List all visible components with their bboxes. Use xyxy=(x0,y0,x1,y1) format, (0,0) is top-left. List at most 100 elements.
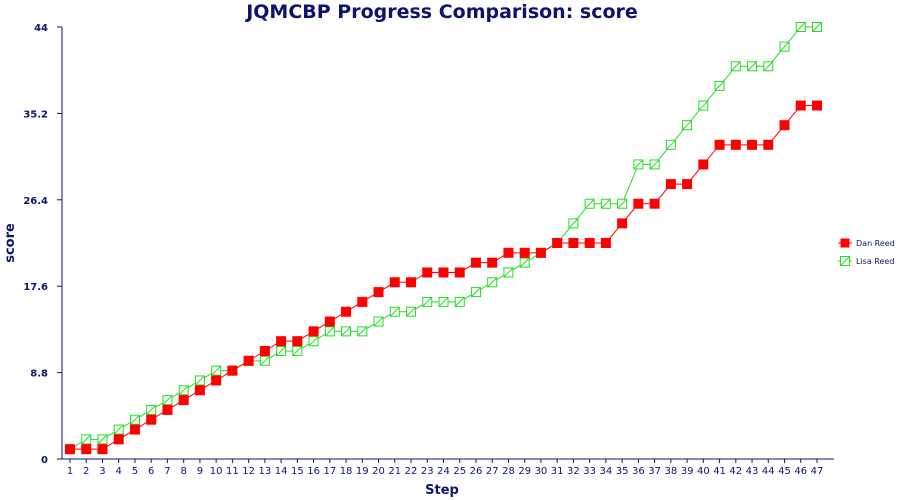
x-tick-label: 20 xyxy=(372,466,385,477)
data-point-mark xyxy=(439,297,448,307)
x-tick-label: 47 xyxy=(811,466,824,477)
data-point-mark xyxy=(715,81,724,91)
data-point xyxy=(357,296,368,307)
chart-title: JQMCBP Progress Comparison: score xyxy=(244,1,638,23)
data-point-mark xyxy=(81,435,91,444)
x-tick-label: 18 xyxy=(340,466,353,477)
y-tick-label: 0 xyxy=(41,455,48,466)
data-point xyxy=(422,267,433,278)
data-point xyxy=(698,159,709,170)
data-point xyxy=(730,139,741,150)
x-tick-label: 6 xyxy=(148,466,154,477)
x-axis-title: Step xyxy=(425,483,459,498)
x-tick-label: 34 xyxy=(600,466,613,477)
x-tick-label: 32 xyxy=(567,466,580,477)
data-point-mark xyxy=(374,317,383,326)
data-point xyxy=(324,316,335,327)
data-point-mark xyxy=(276,346,286,356)
data-point-mark xyxy=(487,277,497,287)
x-tick-label: 9 xyxy=(197,466,203,477)
x-tick-label: 41 xyxy=(713,466,726,477)
data-point-mark xyxy=(471,287,481,297)
legend-entry: Lisa Reed xyxy=(838,256,894,266)
y-tick-label: 17.6 xyxy=(23,282,48,293)
x-tick-label: 19 xyxy=(356,466,369,477)
x-tick-label: 3 xyxy=(99,466,105,477)
x-tick-label: 14 xyxy=(275,466,288,477)
x-tick-label: 28 xyxy=(502,466,515,477)
data-point-mark xyxy=(585,199,595,209)
x-tick-label: 38 xyxy=(664,466,677,477)
data-point-mark xyxy=(634,160,643,169)
data-point xyxy=(665,179,676,190)
data-point xyxy=(341,306,352,317)
data-point xyxy=(162,404,173,415)
data-point xyxy=(81,444,92,455)
x-tick-label: 45 xyxy=(778,466,791,477)
x-tick-label: 33 xyxy=(583,466,596,477)
data-point xyxy=(649,198,660,209)
data-point-mark xyxy=(325,327,335,336)
x-tick-label: 22 xyxy=(405,466,418,477)
series-lisa-reed xyxy=(65,22,822,455)
x-tick-label: 29 xyxy=(518,466,531,477)
data-point xyxy=(552,238,563,248)
data-point xyxy=(535,247,546,258)
data-point xyxy=(211,375,222,386)
x-tick-label: 43 xyxy=(746,466,759,477)
x-tick-label: 16 xyxy=(307,466,320,477)
x-tick-label: 36 xyxy=(632,466,645,477)
x-tick-label: 26 xyxy=(470,466,483,477)
data-point-mark xyxy=(292,346,302,356)
x-tick-label: 40 xyxy=(697,466,710,477)
data-point xyxy=(714,139,725,150)
x-tick-label: 27 xyxy=(486,466,499,477)
data-point-mark xyxy=(163,395,172,405)
data-point-mark xyxy=(747,61,757,71)
data-point xyxy=(438,267,449,278)
data-point xyxy=(633,198,644,209)
data-point-mark xyxy=(341,327,351,336)
data-point xyxy=(406,277,417,288)
x-tick-label: 4 xyxy=(116,466,122,477)
data-point xyxy=(617,218,628,229)
data-point xyxy=(503,247,514,258)
data-point xyxy=(373,287,384,298)
data-point-mark xyxy=(650,160,659,169)
x-tick-label: 44 xyxy=(762,466,775,477)
data-point xyxy=(487,257,498,268)
data-point-mark xyxy=(390,307,400,317)
data-point xyxy=(276,336,287,347)
data-point-mark xyxy=(601,199,611,209)
series-layer xyxy=(65,22,822,455)
data-point xyxy=(600,238,611,248)
data-point xyxy=(584,238,595,248)
data-point-mark xyxy=(569,219,578,228)
data-point-mark xyxy=(357,327,367,336)
x-tick-label: 8 xyxy=(180,466,186,477)
data-point-mark xyxy=(98,435,107,444)
x-tick-label: 42 xyxy=(729,466,742,477)
data-point xyxy=(308,326,319,337)
data-point-mark xyxy=(682,120,692,130)
data-point-mark xyxy=(796,22,806,32)
data-point-mark xyxy=(520,258,530,267)
legend-entry: Dan Reed xyxy=(838,238,895,248)
data-point-mark xyxy=(617,199,627,209)
x-tick-label: 5 xyxy=(132,466,138,477)
data-point xyxy=(519,247,530,258)
data-point xyxy=(779,120,790,131)
legend-label: Lisa Reed xyxy=(856,257,894,266)
x-tick-label: 39 xyxy=(681,466,694,477)
data-point xyxy=(178,395,189,406)
y-tick-label: 35.2 xyxy=(23,109,48,120)
x-tick-label: 2 xyxy=(83,466,89,477)
data-point-mark xyxy=(780,42,789,51)
data-point-mark xyxy=(763,61,773,71)
data-point xyxy=(65,444,75,455)
legend-marker-mark xyxy=(840,256,850,266)
data-point xyxy=(454,267,465,278)
x-tick-label: 10 xyxy=(210,466,223,477)
data-point xyxy=(243,355,254,366)
